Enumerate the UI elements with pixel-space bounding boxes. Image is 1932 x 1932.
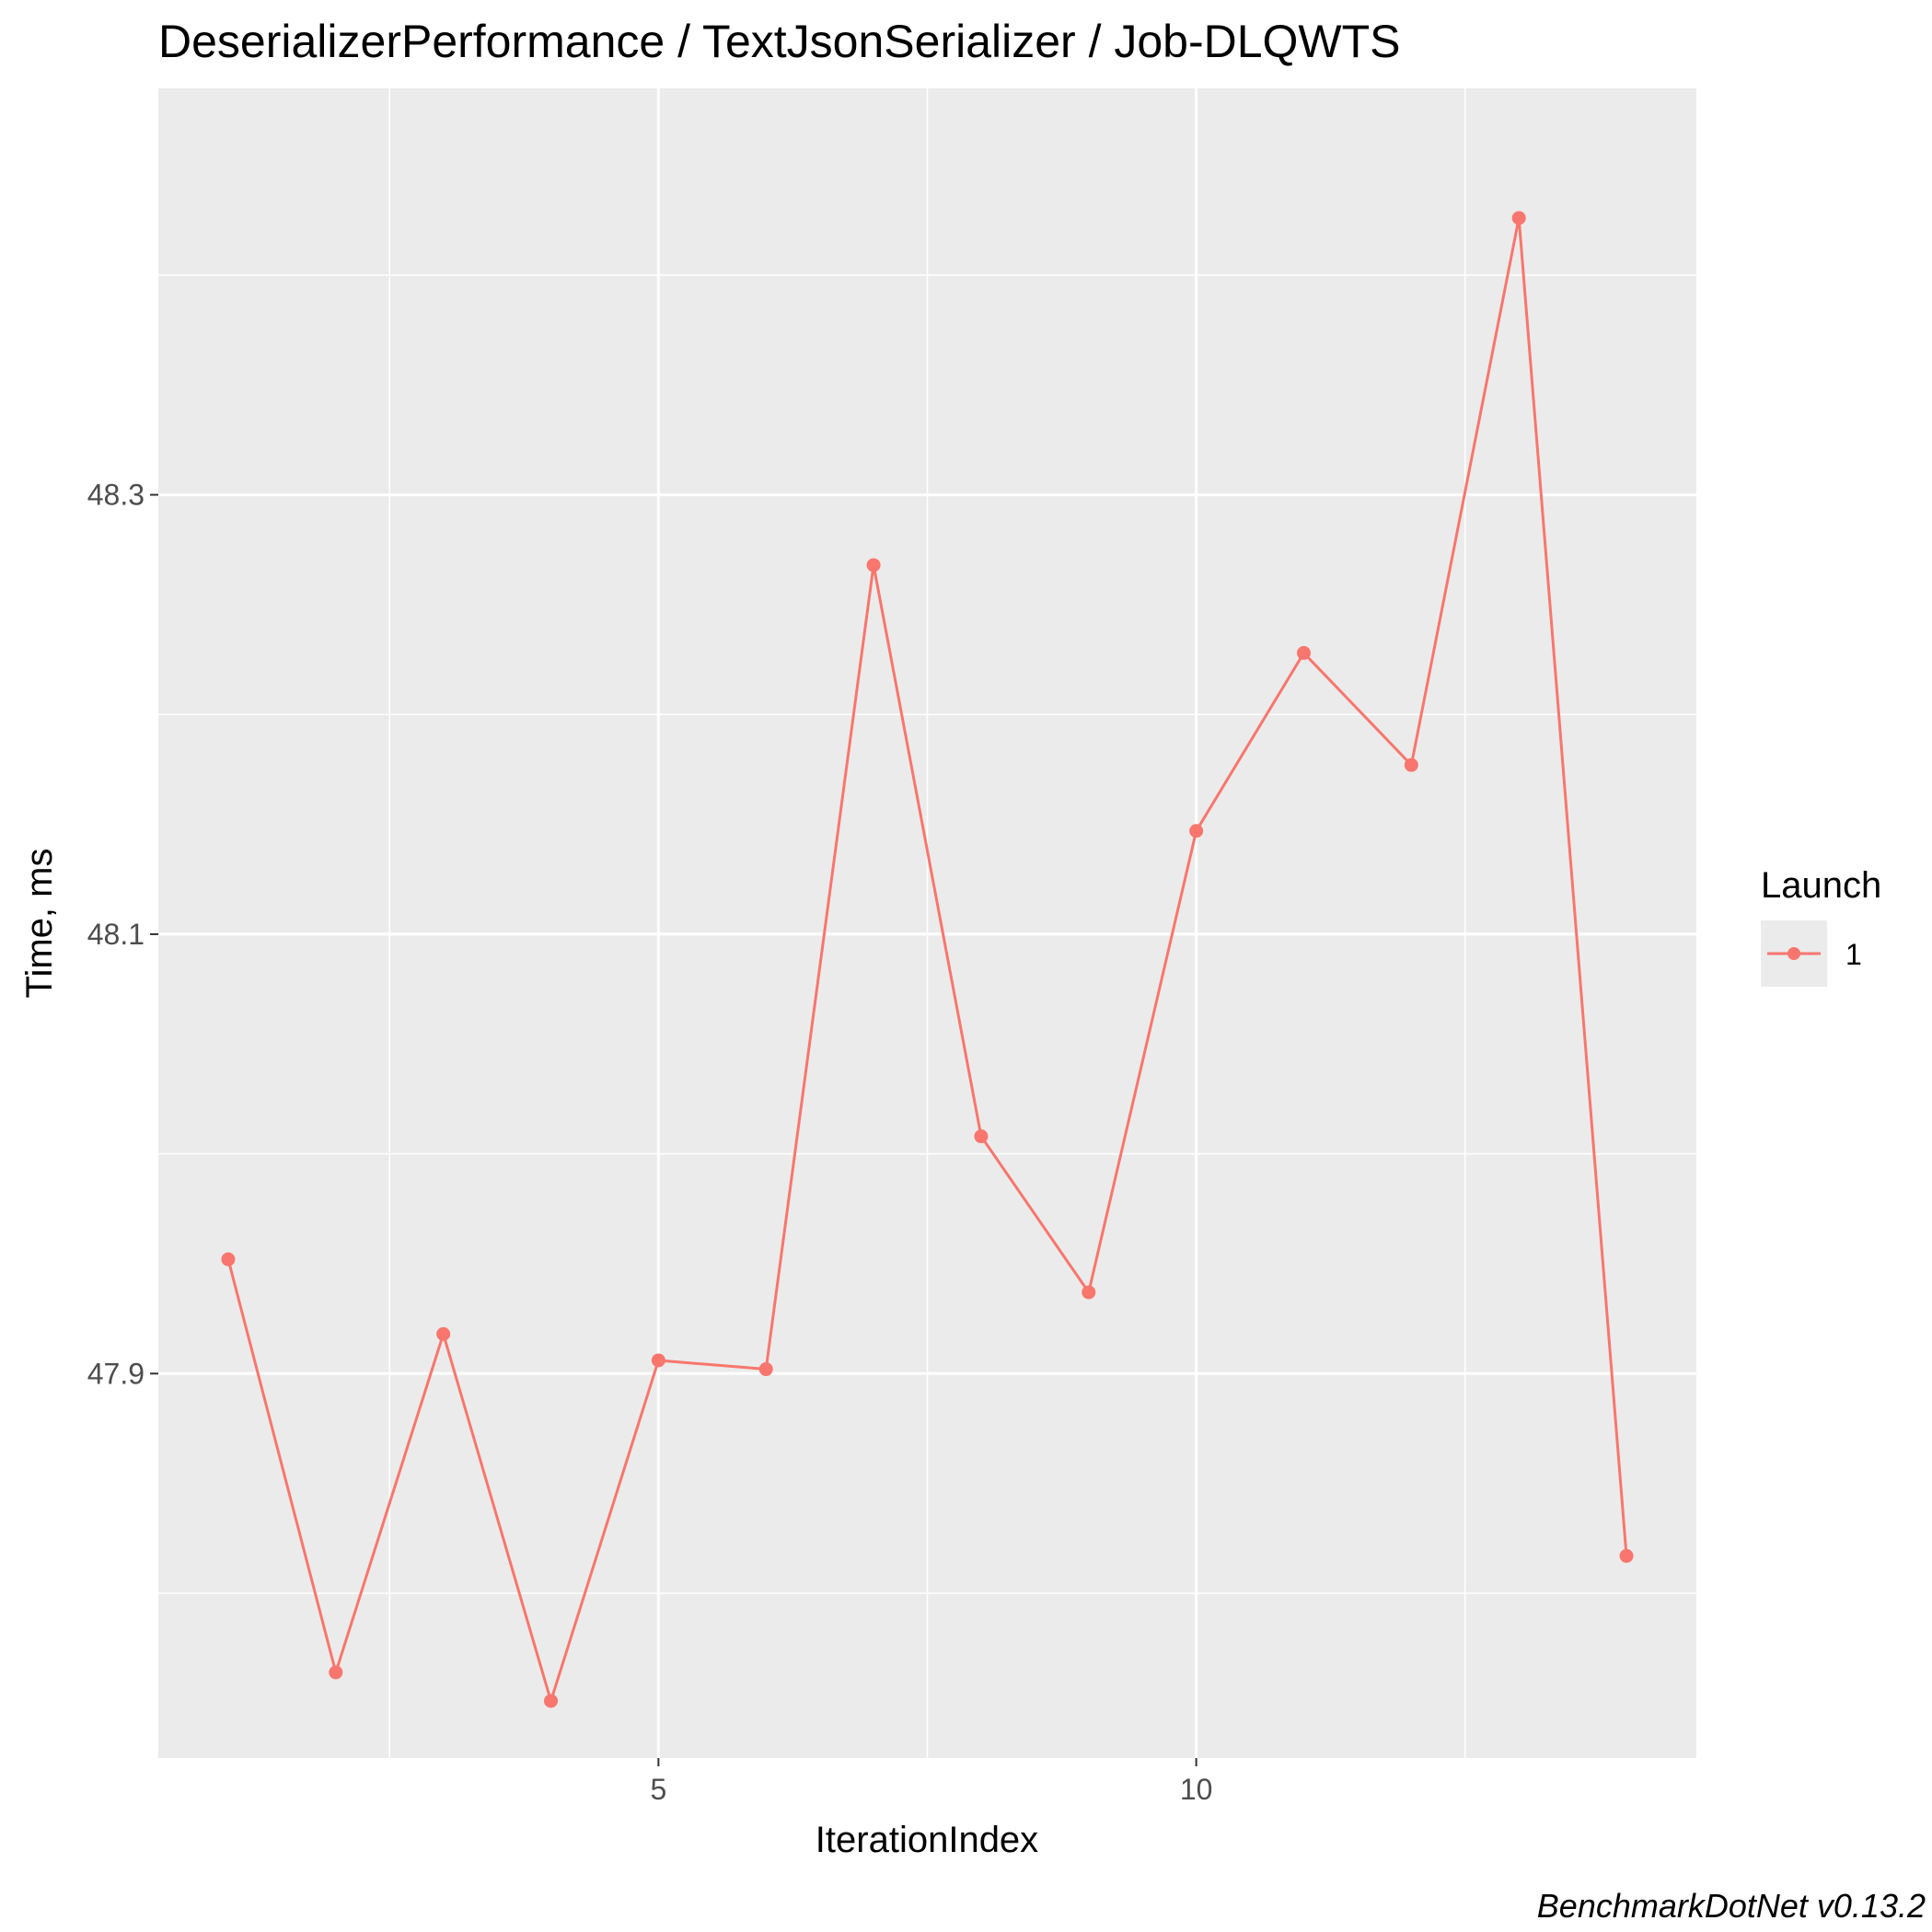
data-point (1296, 645, 1311, 660)
data-point (436, 1326, 451, 1341)
major-gridlines (158, 88, 1696, 1758)
series-line-1 (226, 216, 1628, 1703)
y-tick-label: 48.1 (87, 918, 145, 951)
data-point (1511, 211, 1526, 226)
x-axis-title: IterationIndex (816, 1820, 1038, 1860)
data-point (1404, 758, 1418, 772)
data-point (544, 1694, 559, 1708)
legend: Launch 1 (1761, 865, 1881, 987)
minor-gridlines (158, 88, 1696, 1758)
data-point (866, 558, 881, 573)
data-point (758, 1362, 773, 1377)
tick-layer: 5 10 47.9 48.1 48.3 (87, 479, 1213, 1806)
chart-title: DeserializerPerformance / TextJsonSerial… (158, 16, 1401, 67)
series-layer (221, 211, 1634, 1708)
footer-caption: BenchmarkDotNet v0.13.2 (1537, 1887, 1926, 1925)
x-tick-label: 5 (650, 1773, 666, 1806)
data-point (974, 1129, 989, 1144)
x-tick-label: 10 (1180, 1773, 1213, 1806)
y-tick-label: 47.9 (87, 1357, 145, 1390)
y-axis-title: Time, ms (19, 849, 60, 999)
legend-title: Launch (1761, 865, 1881, 906)
legend-label-series-1: 1 (1845, 938, 1862, 971)
data-point (1189, 824, 1204, 839)
data-point (329, 1665, 343, 1680)
y-tick-label: 48.3 (87, 479, 145, 512)
legend-key-point (1787, 947, 1800, 960)
data-point (1082, 1285, 1096, 1300)
data-point (1619, 1548, 1634, 1563)
data-point (651, 1353, 665, 1368)
data-point (221, 1252, 236, 1267)
